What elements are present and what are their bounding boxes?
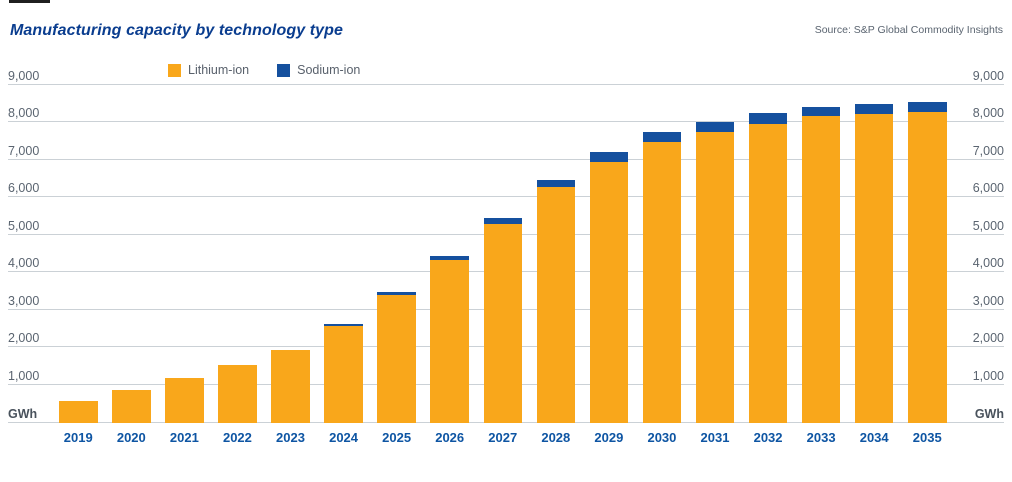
bar-segment-sodium-2029 <box>589 152 629 163</box>
sodium-ion-swatch-icon <box>277 63 291 77</box>
x-tick-label-2023: 2023 <box>276 430 305 445</box>
x-tick-label-2028: 2028 <box>541 430 571 445</box>
bar-2022 <box>218 365 257 423</box>
bar-segment-lithium-2030 <box>642 142 682 423</box>
gridline: 8,000 8,000 <box>8 104 1004 123</box>
bar-segment-lithium-2027 <box>483 224 522 423</box>
y-tick-label-right: 9,000 <box>972 68 1004 83</box>
legend-item-lithium-ion: Lithium-ion <box>168 63 249 77</box>
y-tick-label-left: 2,000 <box>8 331 40 346</box>
y-tick-label-right: 8,000 <box>972 106 1004 121</box>
bar-segment-sodium-2034 <box>854 103 894 114</box>
y-tick-label-right: 2,000 <box>972 331 1004 346</box>
y-tick-label-left: 6,000 <box>8 181 40 196</box>
y-tick-label-right: 7,000 <box>972 143 1004 158</box>
x-tick-label-2034: 2034 <box>859 430 889 445</box>
bar-segment-lithium-2031 <box>695 131 735 423</box>
bar-segment-lithium-2025 <box>377 295 416 423</box>
bar-2029 <box>589 152 629 423</box>
bar-2020 <box>112 389 151 423</box>
screenshot-crop-artifact <box>9 0 50 3</box>
bar-2034 <box>854 103 894 423</box>
bar-2026 <box>430 255 469 423</box>
bar-2028 <box>536 180 576 423</box>
bar-2024 <box>324 324 363 423</box>
gridline: 7,000 7,000 <box>8 142 1004 160</box>
bar-2032 <box>748 113 788 423</box>
gridline: 6,000 6,000 <box>8 179 1004 198</box>
bar-segment-sodium-2030 <box>642 132 682 143</box>
x-tick-label-2027: 2027 <box>488 430 518 445</box>
bar-2019 <box>59 401 98 423</box>
bar-segment-lithium-2034 <box>854 113 894 423</box>
x-tick-label-2033: 2033 <box>806 430 836 445</box>
bar-2030 <box>642 132 682 423</box>
bar-segment-sodium-2033 <box>801 106 841 117</box>
y-tick-label-left: 1,000 <box>8 368 40 383</box>
y-tick-label-left: 9,000 <box>8 68 40 83</box>
x-tick-label-2019: 2019 <box>63 430 93 445</box>
legend-item-sodium-ion: Sodium-ion <box>277 63 360 77</box>
bar-segment-sodium-2028 <box>536 180 576 188</box>
bar-segment-lithium-2033 <box>801 116 841 423</box>
x-tick-label-2022: 2022 <box>222 430 252 445</box>
legend: Lithium-ion Sodium-ion <box>168 63 360 77</box>
bar-segment-sodium-2025 <box>377 291 416 296</box>
x-tick-label-2032: 2032 <box>753 430 783 445</box>
gridline: 9,000 9,000 <box>8 67 1004 85</box>
source-attribution: Source: S&P Global Commodity Insights <box>814 24 1003 36</box>
y-tick-label-right: 3,000 <box>972 293 1004 308</box>
bar-2035 <box>908 101 947 423</box>
x-tick-label-2029: 2029 <box>594 430 624 445</box>
x-tick-label-2030: 2030 <box>647 430 677 445</box>
y-tick-label-left: 3,000 <box>8 293 40 308</box>
bar-segment-sodium-2024 <box>324 324 363 327</box>
bar-segment-lithium-2028 <box>536 187 576 423</box>
y-tick-label-left: 4,000 <box>8 256 40 271</box>
x-tick-label-2026: 2026 <box>435 430 465 445</box>
lithium-ion-swatch-icon <box>168 63 181 77</box>
bar-segment-sodium-2027 <box>483 218 522 225</box>
y-tick-label-right: 4,000 <box>972 256 1004 271</box>
y-tick-label-left: 5,000 <box>8 218 40 233</box>
bar-segment-lithium-2026 <box>430 259 469 423</box>
y-tick-label-right: 1,000 <box>972 368 1004 383</box>
bar-segment-sodium-2031 <box>695 121 735 132</box>
x-tick-label-2035: 2035 <box>912 430 942 445</box>
bar-segment-sodium-2032 <box>748 113 788 124</box>
y-axis-unit-right: GWh <box>974 406 1004 421</box>
bar-2033 <box>801 106 841 423</box>
bar-2025 <box>377 291 416 423</box>
y-axis-unit-left: GWh <box>8 406 38 421</box>
x-tick-label-2031: 2031 <box>700 430 730 445</box>
y-tick-label-right: 5,000 <box>972 218 1004 233</box>
y-tick-label-left: 8,000 <box>8 106 40 121</box>
x-tick-label-2020: 2020 <box>116 430 146 445</box>
chart-title: Manufacturing capacity by technology typ… <box>10 22 344 39</box>
bar-segment-lithium-2022 <box>218 365 257 423</box>
bar-2031 <box>695 121 735 423</box>
y-tick-label-right: 6,000 <box>972 181 1004 196</box>
bar-segment-lithium-2023 <box>271 350 310 423</box>
bar-2027 <box>483 218 522 423</box>
bar-segment-lithium-2032 <box>748 123 788 423</box>
bar-segment-sodium-2035 <box>908 101 947 112</box>
x-tick-label-2024: 2024 <box>329 430 359 445</box>
bar-segment-lithium-2024 <box>324 326 363 423</box>
bar-segment-lithium-2021 <box>165 377 204 423</box>
bar-segment-sodium-2026 <box>430 255 469 260</box>
bar-2023 <box>271 350 310 423</box>
bar-segment-lithium-2019 <box>59 401 98 423</box>
legend-label: Lithium-ion <box>188 63 250 77</box>
bar-segment-lithium-2035 <box>908 111 947 423</box>
bar-segment-lithium-2029 <box>589 162 629 423</box>
y-tick-label-left: 7,000 <box>8 143 40 158</box>
bar-2021 <box>165 377 204 423</box>
x-tick-label-2021: 2021 <box>169 430 199 445</box>
bar-segment-lithium-2020 <box>112 389 151 423</box>
x-tick-label-2025: 2025 <box>382 430 412 445</box>
legend-label: Sodium-ion <box>297 63 361 77</box>
